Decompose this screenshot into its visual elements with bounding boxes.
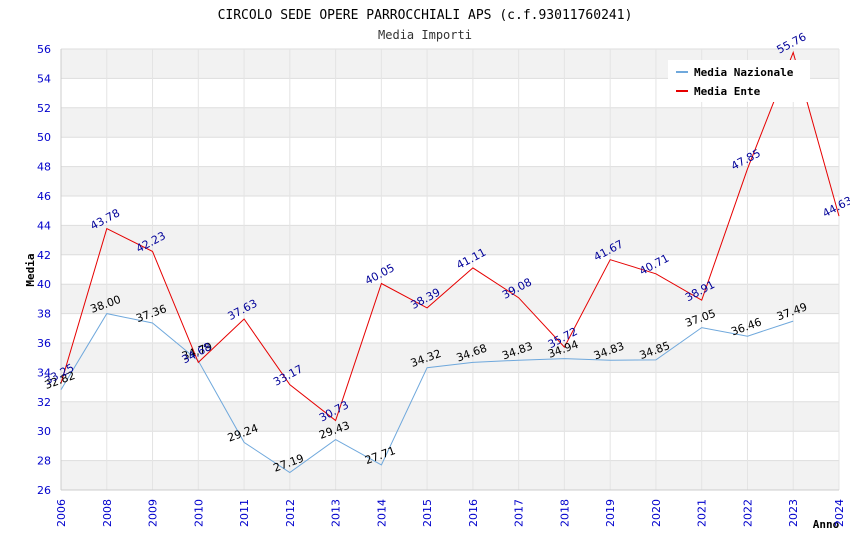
y-tick-label: 56 <box>37 43 51 56</box>
x-tick-label: 2010 <box>192 499 205 527</box>
y-tick-label: 44 <box>37 219 51 232</box>
grid-band <box>61 460 839 490</box>
x-tick-label: 2011 <box>238 499 251 527</box>
chart-subtitle: Media Importi <box>378 28 472 42</box>
y-tick-label: 54 <box>37 72 51 85</box>
data-label: 40.05 <box>363 261 397 287</box>
x-tick-label: 2020 <box>650 499 663 527</box>
legend-label-media-nazionale: Media Nazionale <box>694 66 794 79</box>
x-tick-label: 2017 <box>513 499 526 527</box>
grid-band <box>61 343 839 373</box>
data-label: 40.71 <box>637 252 671 278</box>
grid-band <box>61 401 839 432</box>
x-tick-label: 2008 <box>101 499 114 527</box>
y-tick-label: 40 <box>37 278 51 291</box>
series-line-media-nazionale <box>60 313 794 474</box>
x-tick-label: 2024 <box>833 499 846 527</box>
grid-band <box>61 225 839 255</box>
y-tick-label: 50 <box>37 131 51 144</box>
x-tick-label: 2022 <box>741 499 754 527</box>
legend-label-media-ente: Media Ente <box>694 85 761 98</box>
y-tick-label: 36 <box>37 337 51 350</box>
x-tick-label: 2015 <box>421 499 434 527</box>
grid-bands <box>61 49 839 490</box>
y-tick-label: 38 <box>37 308 51 321</box>
y-tick-label: 30 <box>37 425 51 438</box>
data-label: 44.63 <box>820 194 850 220</box>
x-tick-label: 2021 <box>696 499 709 527</box>
legend-box <box>668 60 810 102</box>
y-tick-label: 26 <box>37 484 51 497</box>
y-tick-label: 52 <box>37 102 51 115</box>
x-tick-label: 2009 <box>147 499 160 527</box>
y-axis-ticks: 26 28 30 32 34 36 38 40 42 44 46 48 50 52 54 56 <box>37 43 51 497</box>
x-tick-label: 2006 <box>55 499 68 527</box>
series-layer <box>60 50 840 474</box>
chart-title: CIRCOLO SEDE OPERE PARROCCHIALI APS (c.f… <box>218 8 633 23</box>
legend: Media Nazionale Media Ente <box>668 60 810 102</box>
x-axis-ticks: 2006 2008 2009 2010 2011 2012 2013 2014 2015 2016… <box>55 499 846 527</box>
x-tick-label: 2016 <box>467 499 480 527</box>
y-axis-title: Media <box>24 253 37 286</box>
x-tick-label: 2023 <box>787 499 800 527</box>
y-tick-label: 34 <box>37 366 51 379</box>
grid-band <box>61 107 839 138</box>
y-tick-label: 28 <box>37 455 51 468</box>
x-tick-label: 2013 <box>330 499 343 527</box>
data-label: 36.46 <box>729 315 763 338</box>
grid-band <box>61 284 839 314</box>
x-tick-label: 2014 <box>375 499 388 527</box>
grid-band <box>61 166 839 196</box>
y-tick-label: 48 <box>37 161 51 174</box>
series-line-media-ente <box>60 50 840 422</box>
y-tick-label: 42 <box>37 249 51 262</box>
x-tick-label: 2018 <box>558 499 571 527</box>
y-tick-label: 46 <box>37 190 51 203</box>
x-tick-label: 2019 <box>604 499 617 527</box>
y-tick-label: 32 <box>37 396 51 409</box>
x-tick-label: 2012 <box>284 499 297 527</box>
x-axis-title: Anno <box>813 518 840 531</box>
